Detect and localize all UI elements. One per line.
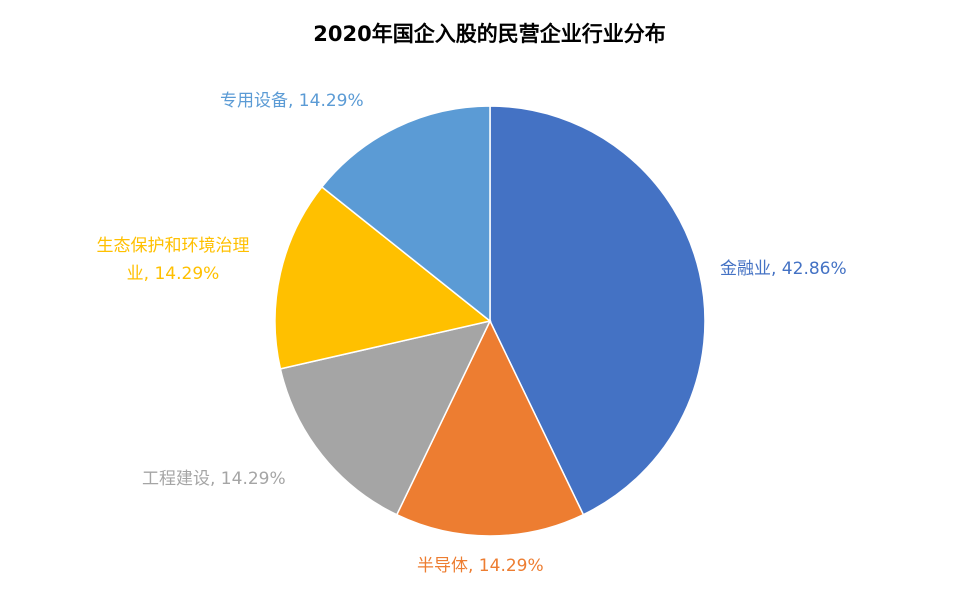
pie-slice-engineering [279,319,492,516]
data-label-semiconductor: 半导体, 14.29% [417,552,544,580]
data-label-finance-text: 金融业, 42.86% [720,259,847,279]
pie-slice-finance [489,105,706,516]
pie-slice-equipment [320,105,491,323]
pie-slice-semiconductor [395,319,585,537]
data-label-ecology-line1: 生态保护和环境治理 [96,236,250,256]
data-label-equipment: 专用设备, 14.29% [220,87,364,115]
data-label-ecology: 生态保护和环境治理 业, 14.29% [82,232,264,288]
data-label-semiconductor-text: 半导体, 14.29% [417,556,544,576]
pie-slice-ecology [274,185,492,370]
data-label-equipment-text: 专用设备, 14.29% [220,91,364,111]
data-label-engineering: 工程建设, 14.29% [142,465,286,493]
data-label-engineering-text: 工程建设, 14.29% [142,469,286,489]
data-label-ecology-line2: 业, 14.29% [126,264,220,284]
data-label-finance: 金融业, 42.86% [720,255,847,283]
chart-title: 2020年国企入股的民营企业行业分布 [313,22,666,46]
